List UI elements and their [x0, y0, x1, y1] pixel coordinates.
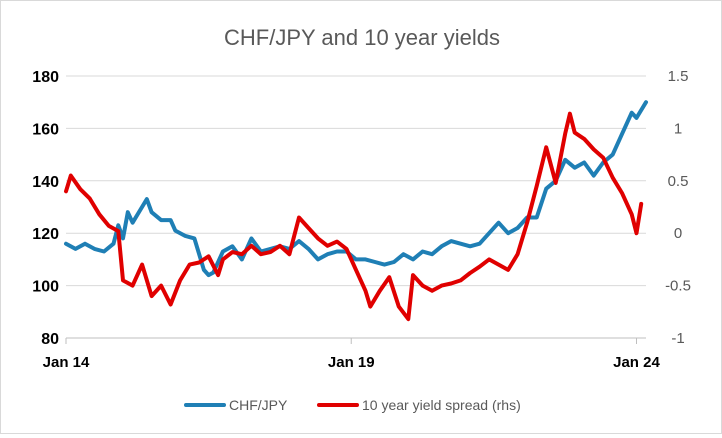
left-tick-label: 180	[32, 69, 59, 86]
right-tick-label: 1.5	[668, 68, 689, 85]
yield-spread-line	[64, 111, 644, 322]
x-tick-label: Jan 24	[613, 354, 660, 371]
right-tick-label: 1	[674, 120, 682, 137]
left-tick-label: 100	[32, 279, 59, 296]
right-tick-label: -0.5	[665, 278, 691, 295]
left-tick-label: 140	[32, 174, 59, 191]
legend: CHF/JPY 10 year yield spread (rhs)	[184, 397, 521, 413]
left-tick-label: 120	[32, 226, 59, 243]
right-tick-label: 0.5	[668, 173, 689, 190]
legend-label: 10 year yield spread (rhs)	[362, 397, 521, 413]
legend-label: CHF/JPY	[229, 397, 288, 413]
chart-title: CHF/JPY and 10 year yields	[224, 25, 500, 50]
gridlines	[66, 75, 646, 339]
left-axis-ticks: 80 100 120 140 160 180	[32, 69, 59, 348]
right-axis-ticks: -1 -0.5 0 0.5 1 1.5	[665, 68, 691, 347]
x-tick-label: Jan 19	[328, 354, 375, 371]
right-tick-label: 0	[674, 225, 682, 242]
x-axis-ticks: Jan 14 Jan 19 Jan 24	[43, 337, 660, 371]
series-lines	[64, 100, 648, 322]
left-tick-label: 80	[41, 331, 59, 348]
x-tick-label: Jan 14	[43, 354, 90, 371]
left-tick-label: 160	[32, 121, 59, 138]
right-tick-label: -1	[671, 330, 684, 347]
